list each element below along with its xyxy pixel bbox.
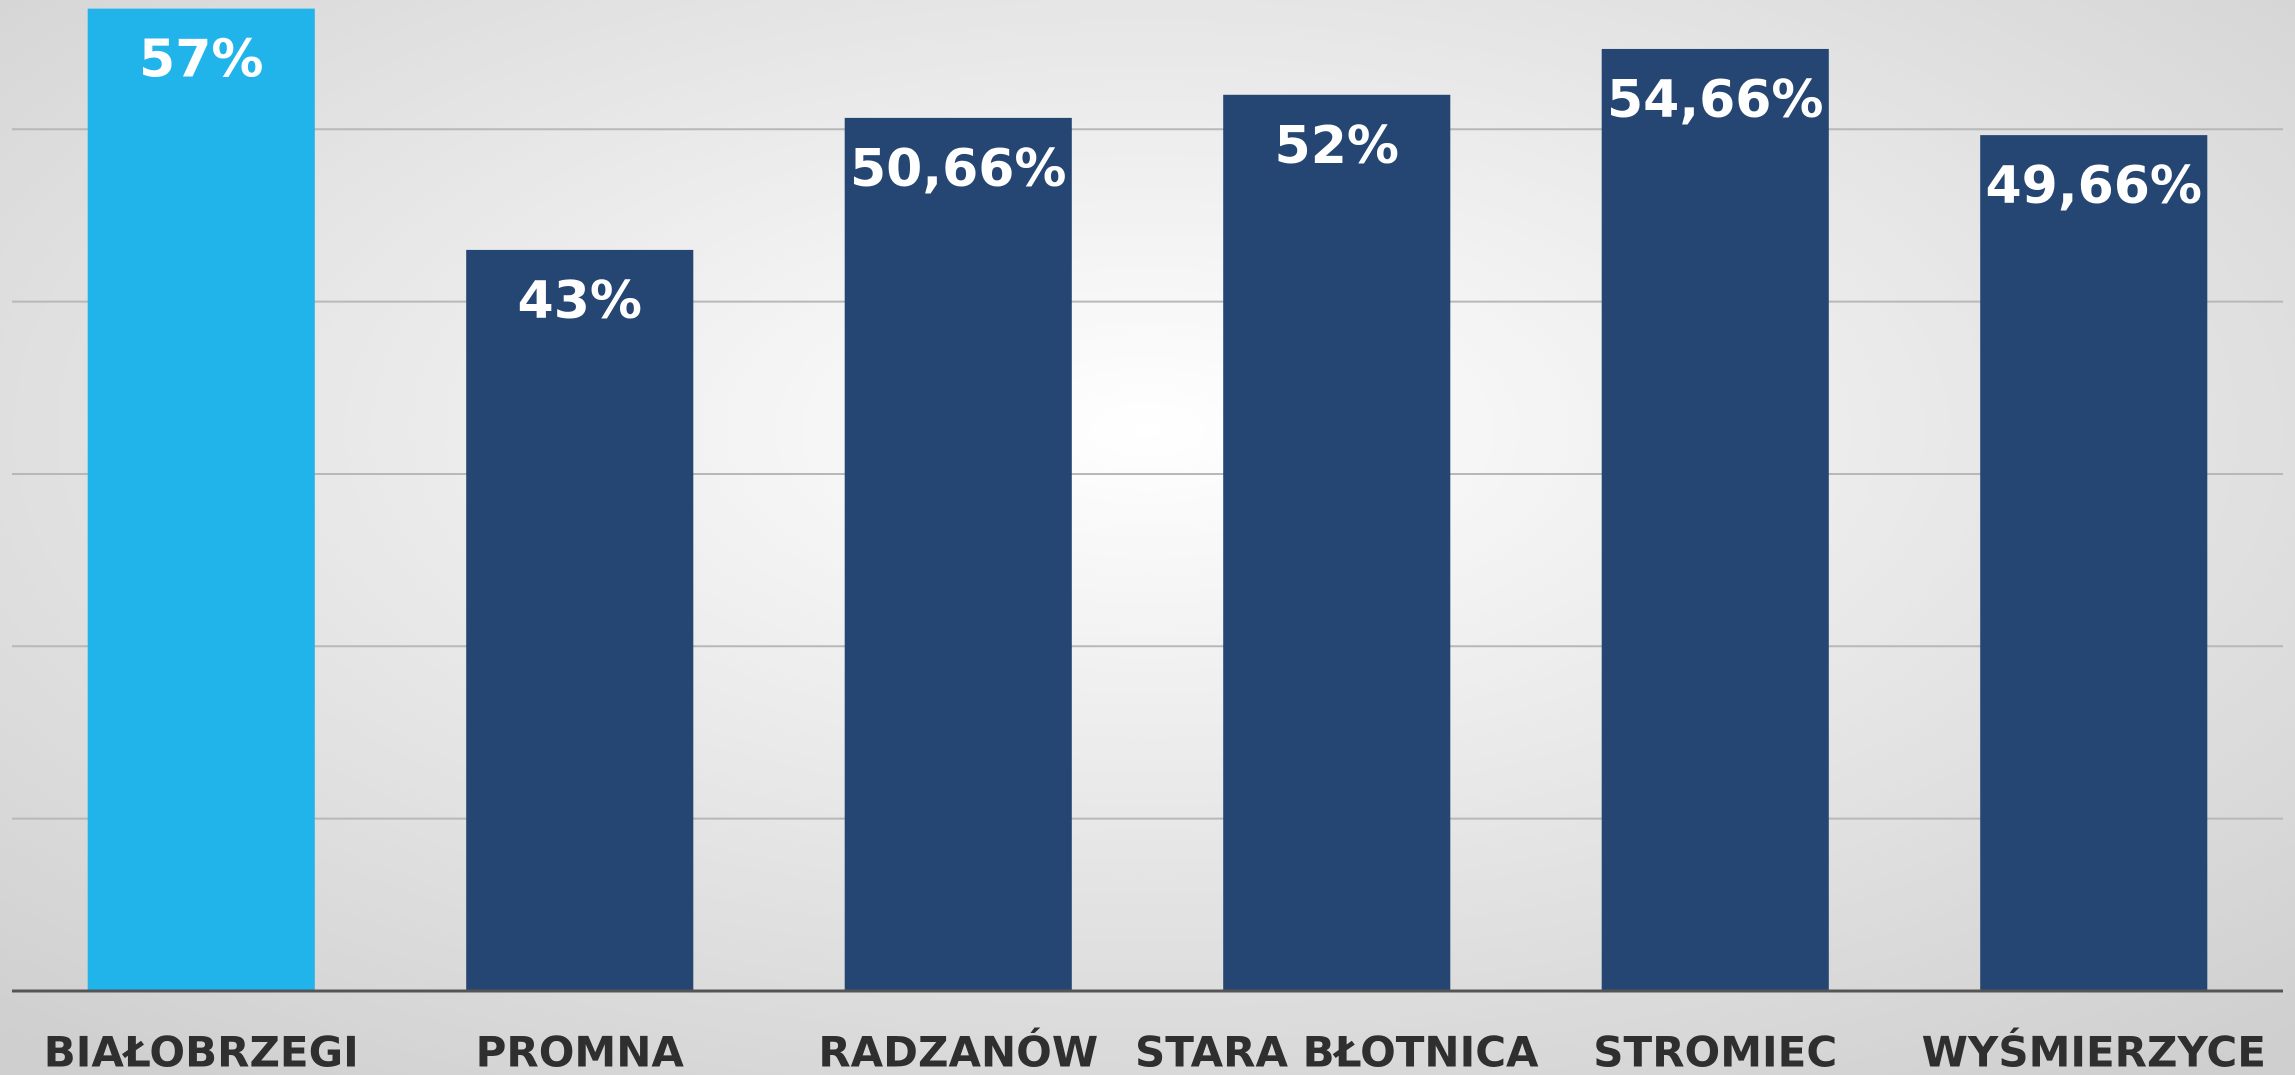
value-label: 57% (139, 30, 263, 90)
x-tick-label: STROMIEC (1593, 1028, 1837, 1075)
bar (87, 8, 315, 992)
x-tick-label: BIAŁOBRZEGI (44, 1028, 359, 1075)
x-tick-label: PROMNA (476, 1028, 685, 1075)
bar (1601, 48, 1829, 992)
bar (466, 249, 694, 991)
value-label: 43% (518, 271, 642, 331)
x-tick-label: WYŚMIERZYCE (1922, 1027, 2266, 1075)
value-label: 50,66% (850, 139, 1067, 199)
value-label: 49,66% (1985, 156, 2202, 216)
value-label: 54,66% (1607, 70, 1824, 130)
bar (1223, 94, 1451, 991)
value-label: 52% (1275, 116, 1399, 176)
x-tick-label: RADZANÓW (818, 1027, 1098, 1075)
bar (844, 117, 1072, 991)
x-tick-label: STARA BŁOTNICA (1135, 1028, 1539, 1075)
bar (1980, 135, 2208, 991)
